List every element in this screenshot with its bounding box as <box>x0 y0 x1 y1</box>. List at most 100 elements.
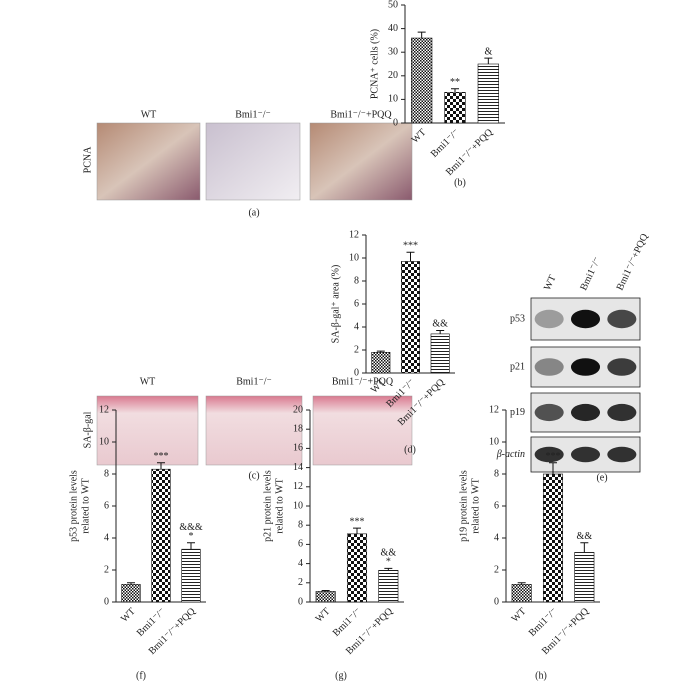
y-tick-label: 6 <box>354 298 359 309</box>
significance-mark: & <box>484 46 492 57</box>
y-tick-label: 4 <box>494 532 499 543</box>
y-axis-label: related to WT <box>80 478 91 533</box>
bar <box>181 548 201 603</box>
panel-label: (c) <box>248 470 259 481</box>
y-tick-label: 6 <box>298 539 303 550</box>
y-tick-label: 0 <box>298 596 303 607</box>
y-tick-label: 10 <box>388 94 398 105</box>
blot-band <box>534 446 564 463</box>
y-tick-label: 12 <box>349 229 359 240</box>
y-tick-label: 2 <box>354 344 359 355</box>
x-tick-label: WT <box>314 606 333 625</box>
y-tick-label: 12 <box>293 481 303 492</box>
column-label: Bmi1⁻/⁻+PQQ <box>330 109 392 120</box>
bar <box>444 92 466 124</box>
blot-band <box>570 358 601 376</box>
row-label: SA-β-gal <box>82 411 93 448</box>
y-tick-label: 10 <box>99 436 109 447</box>
micrograph <box>96 395 199 466</box>
y-axis-label: p19 protein levels <box>458 470 469 542</box>
y-tick-label: 0 <box>494 596 499 607</box>
y-axis-label: PCNA⁺ cells (%) <box>369 29 380 99</box>
column-label: WT <box>542 273 559 292</box>
bar <box>151 468 171 603</box>
row-label: β-actin <box>496 449 525 460</box>
y-tick-label: 18 <box>293 423 303 434</box>
blot-band <box>570 446 601 463</box>
column-label: Bmi1⁻/⁻ <box>578 255 603 292</box>
error-bar <box>384 567 393 571</box>
column-label: WT <box>141 109 157 120</box>
bar <box>574 552 595 603</box>
y-tick-label: 30 <box>388 46 398 57</box>
significance-mark: && <box>381 548 397 559</box>
y-tick-label: 20 <box>388 70 398 81</box>
blot-band <box>570 403 601 422</box>
y-tick-label: 10 <box>349 252 359 263</box>
panel-label: (h) <box>535 670 547 681</box>
x-tick-label: WT <box>410 127 429 146</box>
y-tick-label: 6 <box>104 500 109 511</box>
panel-label: (g) <box>335 670 347 681</box>
y-tick-label: 2 <box>494 564 499 575</box>
column-label: Bmi1⁻/⁻+PQQ <box>332 376 394 387</box>
column-label: Bmi1⁻/⁻ <box>236 376 272 387</box>
y-tick-label: 2 <box>104 564 109 575</box>
y-axis-label: p21 protein levels <box>262 470 273 542</box>
y-tick-label: 40 <box>388 23 398 34</box>
y-tick-label: 8 <box>354 275 359 286</box>
y-tick-label: 50 <box>388 0 398 10</box>
error-bar <box>353 527 361 534</box>
y-tick-label: 10 <box>293 500 303 511</box>
error-bar <box>187 542 195 550</box>
error-bar <box>376 350 385 353</box>
micrograph <box>205 122 301 201</box>
y-tick-label: 4 <box>104 532 109 543</box>
y-tick-label: 16 <box>293 443 303 454</box>
bar <box>121 584 141 603</box>
error-bar <box>451 88 459 93</box>
significance-mark: &&& <box>179 522 203 533</box>
blot-band <box>607 309 637 329</box>
error-bar <box>517 582 526 585</box>
significance-mark: *** <box>403 241 418 252</box>
bar <box>477 63 499 124</box>
y-tick-label: 2 <box>298 577 303 588</box>
bar <box>315 591 336 603</box>
error-bar <box>157 462 165 470</box>
blot-band <box>607 403 637 422</box>
significance-mark: && <box>432 319 448 330</box>
row-label: p21 <box>510 361 525 372</box>
y-tick-label: 14 <box>293 462 303 473</box>
bar <box>542 473 564 603</box>
micrograph <box>312 395 413 466</box>
y-tick-label: 12 <box>99 404 109 415</box>
bar <box>371 351 391 374</box>
y-tick-label: 4 <box>298 558 303 569</box>
y-axis-label: related to WT <box>274 478 285 533</box>
y-tick-label: 0 <box>104 596 109 607</box>
y-tick-label: 12 <box>489 404 499 415</box>
y-axis-label: p53 protein levels <box>68 470 79 542</box>
error-bar <box>484 57 493 64</box>
x-tick-label: WT <box>119 606 138 625</box>
column-label: WT <box>140 376 156 387</box>
x-tick-label: WT <box>510 606 529 625</box>
y-tick-label: 8 <box>298 519 303 530</box>
significance-mark: ** <box>450 77 460 88</box>
error-bar <box>436 329 445 334</box>
blot-band <box>607 358 637 376</box>
significance-mark: *** <box>350 516 365 527</box>
column-label: Bmi1⁻/⁻ <box>235 109 271 120</box>
significance-mark: *** <box>154 451 169 462</box>
panel-label: (e) <box>596 472 607 483</box>
significance-mark: * <box>189 531 194 542</box>
bar <box>346 533 368 603</box>
row-label: p53 <box>510 313 525 324</box>
error-bar <box>580 542 589 553</box>
blot-band <box>607 446 637 463</box>
bar <box>378 570 399 603</box>
y-tick-label: 10 <box>489 436 499 447</box>
blot-band <box>570 309 601 329</box>
